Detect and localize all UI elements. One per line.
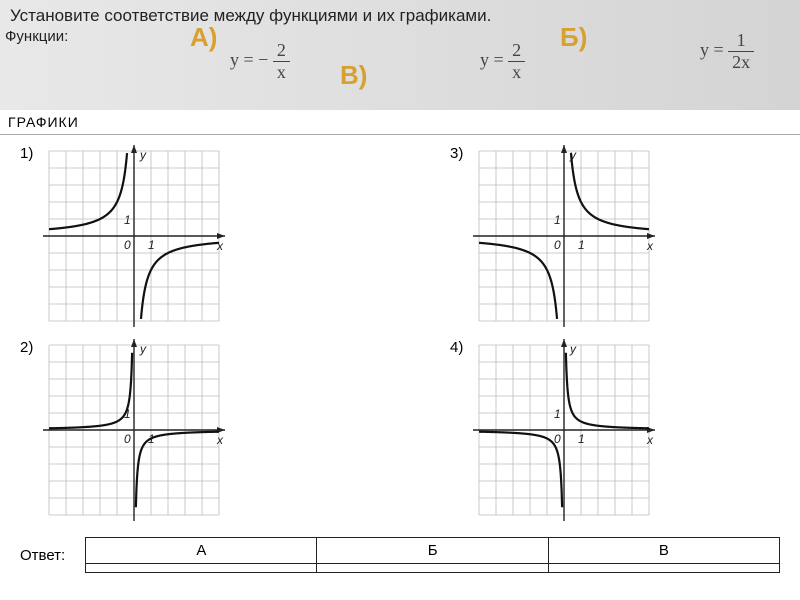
answer-col-b: Б xyxy=(317,538,548,564)
svg-text:x: x xyxy=(216,239,224,253)
graph-2-number: 2) xyxy=(20,339,33,356)
graphs-title: ГРАФИКИ xyxy=(0,110,800,135)
graph-3: 3) yx011 xyxy=(450,141,780,331)
function-letter-a: А) xyxy=(190,22,217,53)
answer-table: А Б В xyxy=(85,537,780,573)
answer-col-a: А xyxy=(86,538,317,564)
svg-text:0: 0 xyxy=(124,238,131,252)
task-header: Установите соответствие между функциями … xyxy=(0,0,800,110)
graph-4-number: 4) xyxy=(450,339,463,356)
function-letter-v: В) xyxy=(340,60,367,91)
answer-col-v: В xyxy=(548,538,779,564)
svg-text:x: x xyxy=(646,239,654,253)
graphs-grid: 1) y x 0 1 1 3) y x 0 1 1 2) y x 0 1 1 4) y x 0 1 1 xyxy=(0,135,800,531)
svg-text:y: y xyxy=(139,148,147,162)
answer-row: Ответ: А Б В xyxy=(0,531,800,573)
graph-1-svg: y x 0 1 1 xyxy=(39,141,229,331)
graph-2-svg: yx011 xyxy=(39,335,229,525)
graph-3-svg: yx011 xyxy=(469,141,659,331)
answer-cell-v[interactable] xyxy=(548,564,779,573)
formula-a: y = − 2x xyxy=(230,40,290,83)
graph-2: 2) yx011 xyxy=(20,335,350,525)
functions-label: Функции: xyxy=(5,28,68,45)
svg-text:1: 1 xyxy=(554,213,561,227)
svg-text:x: x xyxy=(646,433,654,447)
svg-text:0: 0 xyxy=(124,432,131,446)
graph-3-number: 3) xyxy=(450,145,463,162)
graph-4: 4) y x 0 1 1 xyxy=(450,335,780,525)
answer-label: Ответ: xyxy=(20,547,65,564)
formula-b: y = 2x xyxy=(480,40,525,83)
svg-text:1: 1 xyxy=(148,238,155,252)
svg-text:y: y xyxy=(569,342,577,356)
answer-cell-b[interactable] xyxy=(317,564,548,573)
formula-v: y = 12x xyxy=(700,30,754,73)
svg-text:1: 1 xyxy=(578,432,585,446)
svg-text:0: 0 xyxy=(554,238,561,252)
function-letter-b: Б) xyxy=(560,22,587,53)
svg-text:1: 1 xyxy=(578,238,585,252)
graph-4-svg: y x 0 1 1 xyxy=(469,335,659,525)
answer-cell-a[interactable] xyxy=(86,564,317,573)
graph-1: 1) y x 0 1 1 xyxy=(20,141,350,331)
svg-text:1: 1 xyxy=(554,407,561,421)
svg-text:0: 0 xyxy=(554,432,561,446)
instruction-text: Установите соответствие между функциями … xyxy=(10,6,790,26)
svg-text:1: 1 xyxy=(124,213,131,227)
svg-text:y: y xyxy=(139,342,147,356)
graph-1-number: 1) xyxy=(20,145,33,162)
svg-text:x: x xyxy=(216,433,224,447)
